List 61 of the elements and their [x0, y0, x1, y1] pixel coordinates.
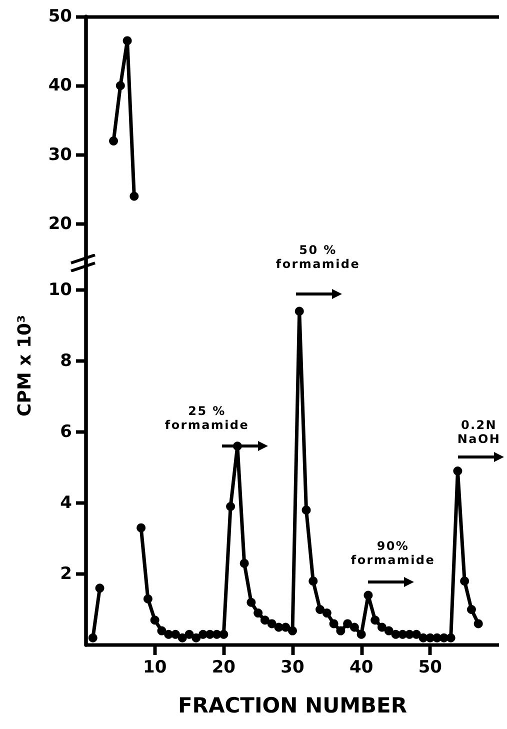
point [474, 619, 483, 628]
point [288, 626, 297, 636]
point [116, 81, 125, 90]
y-tick-label: 4 [60, 492, 72, 513]
point [329, 619, 338, 628]
point [453, 466, 462, 476]
point [267, 619, 276, 628]
point [316, 604, 325, 614]
point [356, 630, 366, 639]
point [192, 633, 201, 642]
point [143, 594, 152, 604]
point [226, 502, 236, 512]
y2-tick-label: 30 [48, 144, 72, 165]
x-tick-label: 20 [212, 658, 236, 678]
annotation: 50 % formamide [276, 243, 360, 271]
y2-tick-label: 40 [48, 76, 72, 96]
point [466, 604, 476, 614]
point [308, 576, 318, 586]
point [384, 626, 394, 636]
point [350, 622, 359, 632]
annotation: 90% formamide [350, 539, 436, 567]
point [219, 630, 228, 639]
y-tick-label: 6 [60, 422, 72, 442]
point [184, 630, 194, 639]
point [109, 136, 118, 146]
x-axis-title: FRACTION NUMBER [178, 694, 408, 718]
point [322, 608, 332, 618]
point [260, 616, 270, 625]
x-tick-label: 30 [280, 658, 304, 678]
point [364, 590, 373, 600]
point [377, 622, 386, 632]
point [343, 619, 352, 628]
point [246, 598, 256, 607]
point [446, 633, 456, 642]
point [370, 616, 380, 625]
annotation: 25 % formamide [164, 404, 250, 432]
point [88, 633, 98, 642]
point [95, 584, 104, 593]
point [136, 523, 146, 532]
point [150, 616, 160, 625]
x-tick-label: 50 [418, 658, 442, 678]
y2-tick-label: 50 [48, 6, 72, 26]
point [294, 306, 304, 316]
point [157, 626, 166, 636]
point [178, 633, 187, 642]
point [460, 576, 470, 586]
y2-axis-title: CPM x 10³ [14, 315, 36, 416]
x-tick-label: 40 [349, 658, 374, 678]
y-tick-label: 2 [60, 564, 72, 584]
annotation: 0.2N NaOH [457, 418, 501, 446]
point [302, 506, 311, 515]
x-tick-label: 10 [142, 658, 167, 678]
y2-tick-label: 20 [48, 214, 72, 234]
point [254, 608, 263, 618]
point [336, 626, 346, 636]
point [281, 622, 290, 632]
y-tick-label: 8 [60, 350, 72, 371]
point [130, 192, 139, 201]
point [122, 36, 132, 46]
y-tick-label: 10 [48, 280, 72, 300]
point [240, 558, 249, 568]
